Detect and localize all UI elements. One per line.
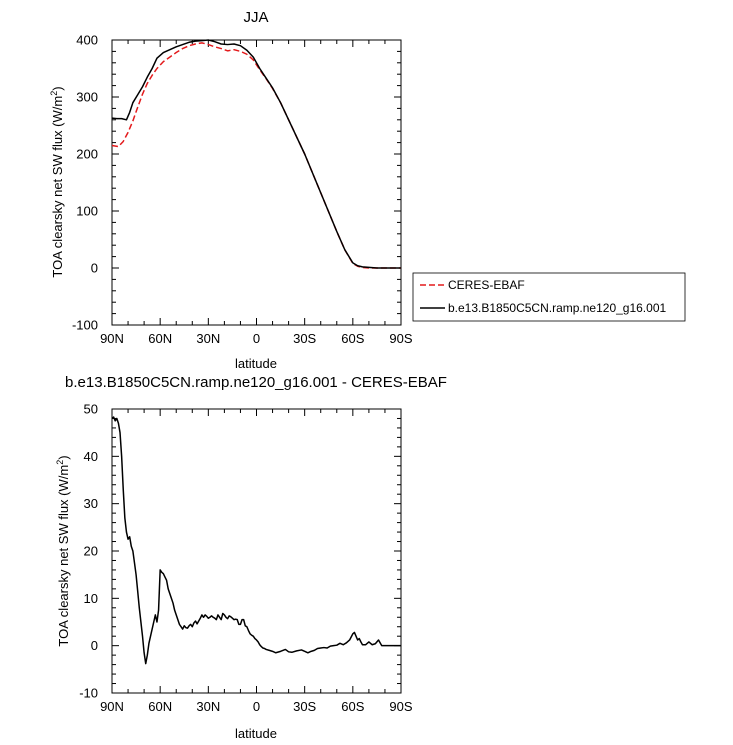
- bottom-y-tick-label: 30: [84, 496, 98, 511]
- top-panel: JJA 90N 60N 30N 0 30S 60S 90S -100 0 100 200 300 400…: [49, 9, 413, 371]
- bottom-x-tick-label: 90N: [100, 699, 124, 714]
- bottom-y-tick-label: 10: [84, 591, 98, 606]
- bottom-x-tick-label: 30N: [196, 699, 220, 714]
- bottom-panel: b.e13.B1850C5CN.ramp.ne120_g16.001 - CER…: [55, 374, 447, 741]
- top-x-tick-label: 0: [253, 331, 260, 346]
- bottom-chart-title: b.e13.B1850C5CN.ramp.ne120_g16.001 - CER…: [65, 374, 447, 391]
- top-series-line-0: [111, 42, 401, 269]
- top-series-line-1: [111, 39, 401, 269]
- bottom-x-tick-label: 60S: [341, 699, 364, 714]
- bottom-y-tick-label: 0: [91, 638, 98, 653]
- top-x-tick-label: 60N: [148, 331, 172, 346]
- top-y-tick-label: 300: [76, 90, 98, 105]
- top-plot-frame: [111, 39, 402, 326]
- bottom-plot-frame: [111, 408, 402, 694]
- bottom-y-tick-label: -10: [79, 686, 98, 701]
- bottom-y-tick-label: 20: [84, 544, 98, 559]
- legend: CERES-EBAF b.e13.B1850C5CN.ramp.ne120_g1…: [412, 272, 686, 322]
- bottom-x-tick-label: 0: [253, 699, 260, 714]
- top-y-tick-label: 200: [76, 147, 98, 162]
- top-x-tick-label: 30N: [196, 331, 220, 346]
- legend-label-ceres-ebaf: CERES-EBAF: [448, 278, 525, 292]
- top-series-group: [111, 39, 401, 269]
- top-y-tick-label: -100: [72, 318, 98, 333]
- bottom-x-tick-label: 90S: [389, 699, 412, 714]
- bottom-y-tick-label: 40: [84, 449, 98, 464]
- top-y-tick-label: 0: [91, 261, 98, 276]
- bottom-x-tick-label: 30S: [293, 699, 316, 714]
- top-x-tick-label: 30S: [293, 331, 316, 346]
- bottom-x-tick-label: 60N: [148, 699, 172, 714]
- top-y-tick-label: 100: [76, 204, 98, 219]
- top-x-tick-label: 60S: [341, 331, 364, 346]
- top-y-axis-title: TOA clearsky net SW flux (W/m2): [49, 86, 65, 277]
- bottom-series-group: [111, 416, 401, 665]
- top-axis-ticks: 90N 60N 30N 0 30S 60S 90S -100 0 100 200 300 400: [72, 33, 413, 347]
- bottom-series-line-0: [111, 416, 401, 665]
- bottom-y-tick-label: 50: [84, 402, 98, 417]
- top-x-tick-label: 90N: [100, 331, 124, 346]
- top-chart-title: JJA: [243, 9, 268, 26]
- bottom-axis-ticks: 90N 60N 30N 0 30S 60S 90S -10 0 10 20 30 40 50: [79, 402, 413, 715]
- top-x-tick-label: 90S: [389, 331, 412, 346]
- top-x-axis-title: latitude: [235, 356, 277, 371]
- legend-box: [412, 272, 686, 322]
- top-y-tick-label: 400: [76, 33, 98, 48]
- bottom-y-axis-title: TOA clearsky net SW flux (W/m2): [55, 455, 71, 646]
- legend-label-model: b.e13.B1850C5CN.ramp.ne120_g16.001: [448, 301, 666, 315]
- bottom-x-axis-title: latitude: [235, 726, 277, 741]
